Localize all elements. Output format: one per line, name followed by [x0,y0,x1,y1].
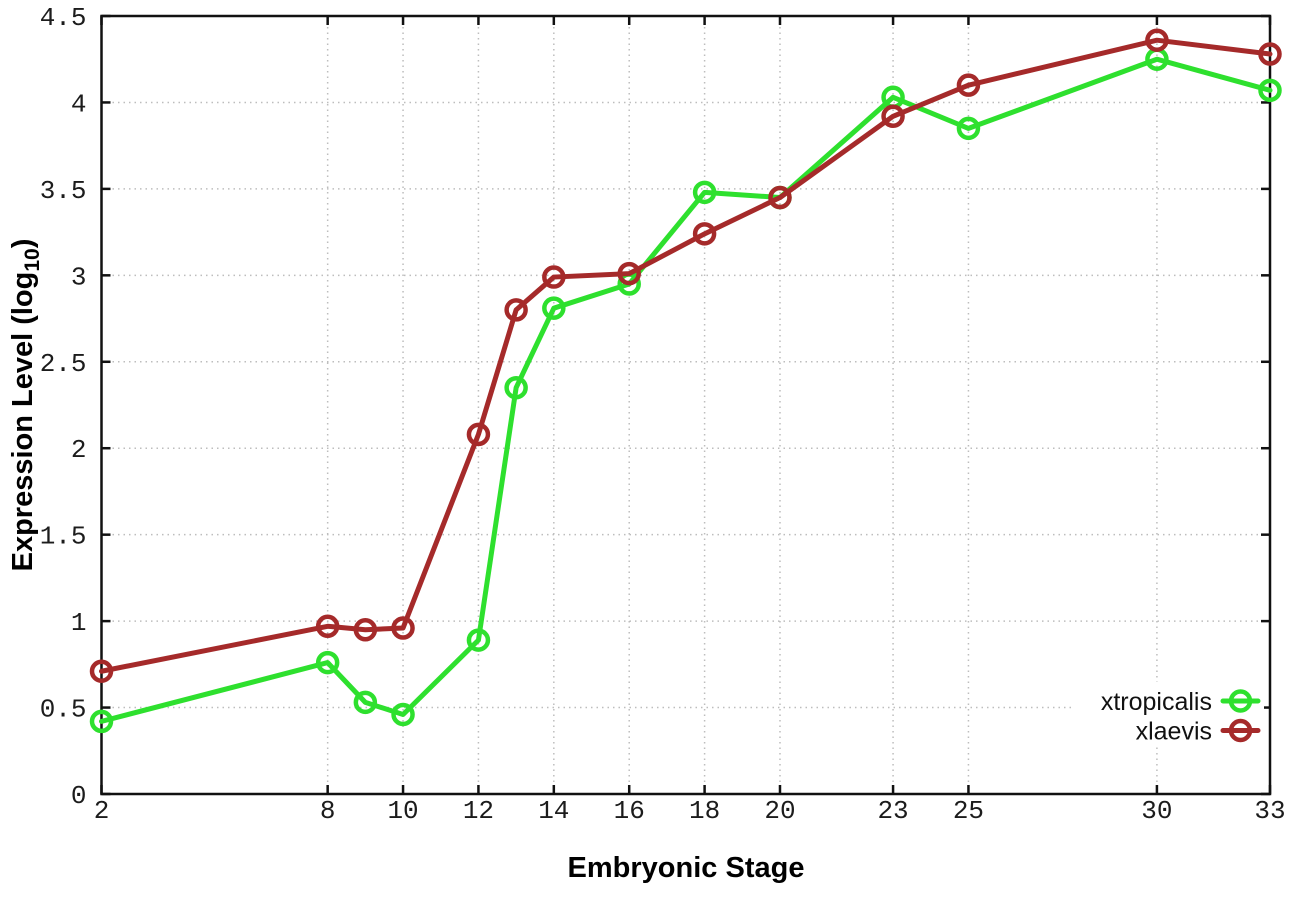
data-point-xtropicalis [504,375,528,400]
x-tick-label: 8 [320,796,336,826]
x-tick-label: 20 [764,796,795,826]
x-tick-label: 12 [463,796,494,826]
axis-ticks [100,14,1272,796]
series-xlaevis [89,28,1282,683]
y-tick-label: 0.5 [40,695,87,725]
data-point-xtropicalis [89,709,114,734]
data-series [89,28,1282,734]
x-axis-title: Embryonic Stage [568,852,805,884]
gridlines [101,16,1270,794]
legend-sample-marker-xlaevis [1228,718,1253,743]
data-point-xlaevis [1258,42,1282,66]
y-tick-label: 4.5 [40,3,87,33]
legend-label-xlaevis: xlaevis [1136,718,1212,746]
x-tick-label: 23 [877,796,908,826]
x-tick-label: 18 [689,796,720,826]
y-axis-title-subscript: 10 [21,248,44,271]
data-point-xlaevis [89,659,114,683]
y-tick-label: 4 [71,89,87,119]
data-point-xlaevis [617,261,641,286]
y-axis-title-prefix: Expression Level (log [7,272,39,572]
y-tick-label: 3 [71,262,87,292]
legend-sample-marker-xtropicalis [1228,689,1253,713]
x-tick-label: 16 [614,796,645,826]
data-point-xlaevis [881,104,905,129]
data-point-xlaevis [353,618,378,642]
y-tick-label: 0 [71,781,87,811]
x-tick-label: 2 [94,796,110,826]
plot-border [100,14,1272,796]
data-point-xtropicalis [315,650,340,675]
data-point-xlaevis [391,616,415,640]
data-point-xlaevis [542,265,566,289]
data-point-xlaevis [504,298,528,322]
data-point-xtropicalis [956,116,981,141]
data-point-xtropicalis [1258,78,1282,103]
data-point-xlaevis [768,185,792,210]
y-tick-label: 1 [71,608,87,638]
legend-label-xtropicalis: xtropicalis [1101,688,1212,716]
y-tick-label: 2 [71,435,87,465]
x-tick-label: 30 [1141,796,1172,826]
x-tick-label: 14 [538,796,569,826]
data-point-xtropicalis [391,702,415,727]
data-point-xlaevis [692,222,717,246]
data-point-xtropicalis [692,180,717,205]
data-point-xtropicalis [353,690,378,715]
series-line-xtropicalis [99,56,1273,724]
y-tick-label: 2.5 [40,349,87,379]
data-point-xlaevis [956,73,981,97]
data-point-xlaevis [466,422,491,447]
x-tick-label: 25 [953,796,984,826]
y-tick-label: 1.5 [40,522,87,552]
series-xtropicalis [89,47,1282,734]
y-tick-labels: 0 0.5 1 1.5 2 2.5 3 3.5 4 4.5 [40,3,87,811]
data-point-xtropicalis [542,296,566,320]
y-axis-title-suffix: ) [7,239,39,249]
x-tick-label: 33 [1254,796,1285,826]
y-axis-title: Expression Level (log10) [7,239,44,572]
x-tick-label: 10 [387,796,418,826]
series-line-xlaevis [99,37,1273,674]
data-point-xlaevis [1145,28,1169,52]
data-point-xlaevis [315,614,340,639]
legend: xtropicalis xlaevis [1072,682,1264,746]
y-tick-label: 3.5 [40,176,87,206]
x-tick-labels: 2 8 10 12 14 16 18 20 23 25 30 33 [94,796,1286,826]
data-point-xtropicalis [466,628,491,652]
